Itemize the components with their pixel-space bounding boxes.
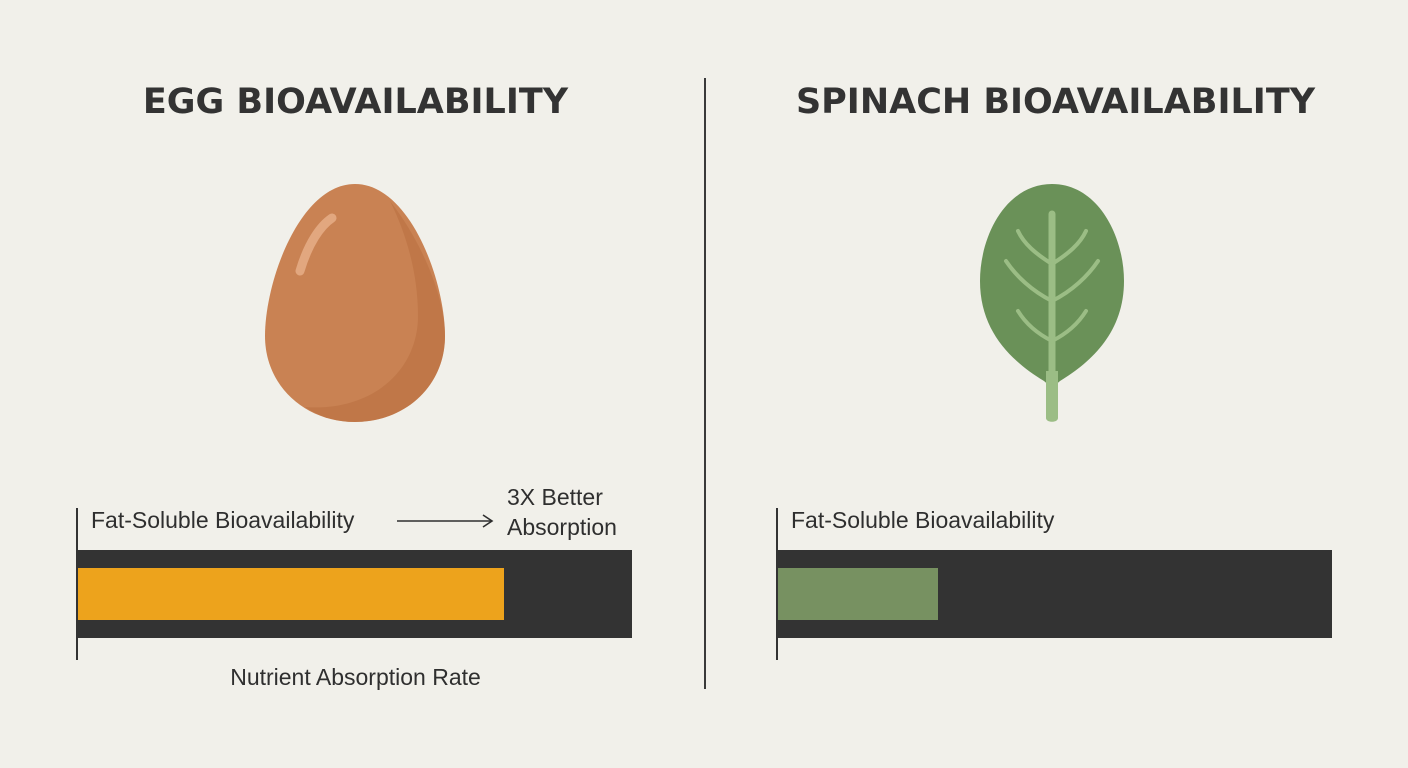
callout-line-2: Absorption: [507, 514, 617, 540]
egg-bar-fill: [78, 568, 504, 620]
spinach-bar-label: Fat-Soluble Bioavailability: [791, 507, 1055, 533]
spinach-bar-fill: [778, 568, 938, 620]
egg-bar-label: Fat-Soluble Bioavailability: [91, 507, 355, 533]
panel-divider: [704, 78, 706, 689]
egg-chart-title: EGG BIOAVAILABILITY: [142, 82, 569, 122]
callout-line-1: 3X Better: [507, 484, 603, 510]
egg-callout: 3X Better Absorption: [507, 482, 617, 542]
arrow-right-icon: [397, 514, 494, 528]
spinach-leaf-icon: [980, 184, 1124, 422]
egg-icon: [265, 184, 445, 422]
spinach-bar-track: [777, 550, 1332, 638]
egg-x-axis-label: Nutrient Absorption Rate: [230, 664, 481, 690]
spinach-chart-title: SPINACH BIOAVAILABILITY: [795, 82, 1316, 122]
egg-bar-track: [77, 550, 632, 638]
